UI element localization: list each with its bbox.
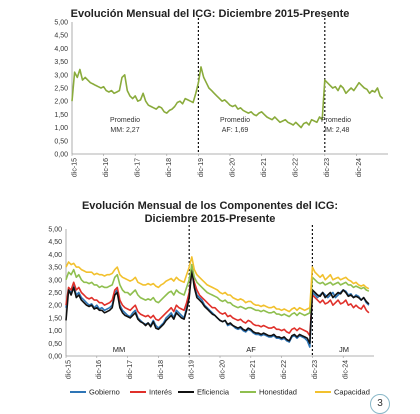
chart1-average-label: Promedio bbox=[220, 117, 250, 124]
chart1-ytick-label: 3,00 bbox=[54, 72, 68, 79]
chart1-average-value: JM: 2,48 bbox=[323, 127, 350, 134]
chart2-ytick-label: 4,50 bbox=[48, 239, 62, 246]
chart1-average-label: Promedio bbox=[321, 117, 351, 124]
chart1-series-icg bbox=[71, 66, 384, 129]
chart2-series-eficiencia bbox=[65, 268, 370, 345]
chart2-ytick-label: 3,00 bbox=[48, 277, 62, 284]
chart2-xtick-label: dic-21 bbox=[250, 360, 257, 379]
chart1-title: Evolución Mensual del ICG: Diciembre 201… bbox=[70, 8, 350, 20]
page-number-badge: 3 bbox=[370, 394, 390, 414]
chart1-ytick-label: 3,50 bbox=[54, 59, 68, 66]
chart1-average-label: Promedio bbox=[110, 117, 140, 124]
chart1-ytick-label: 0,50 bbox=[54, 138, 68, 145]
legend-label-capacidad: Capacidad bbox=[334, 388, 370, 397]
chart2-ytick-label: 4,00 bbox=[48, 252, 62, 259]
chart1-ytick-label: 1,50 bbox=[54, 112, 68, 119]
chart1-xtick-label: dic-18 bbox=[166, 158, 173, 177]
chart2-series-gobierno bbox=[65, 266, 370, 348]
chart2-period-label: AF bbox=[246, 345, 256, 354]
chart2-ytick-label: 1,50 bbox=[48, 315, 62, 322]
chart2-ytick-label: 2,00 bbox=[48, 303, 62, 310]
chart2-ytick-label: 2,50 bbox=[48, 290, 62, 297]
chart2-title-line1: Evolución Mensual de los Componentes del… bbox=[81, 200, 339, 212]
chart2-ytick-label: 1,00 bbox=[48, 328, 62, 335]
legend-label-honestidad: Honestidad bbox=[259, 388, 297, 397]
chart2-period-label: JM bbox=[339, 345, 349, 354]
legend-label-gobierno: Gobierno bbox=[89, 388, 120, 397]
chart1-average-value: AF: 1,69 bbox=[222, 127, 249, 134]
chart2-xtick-label: dic-18 bbox=[158, 360, 165, 379]
chart1-xtick-label: dic-15 bbox=[71, 158, 78, 177]
chart1-ytick-label: 4,00 bbox=[54, 46, 68, 53]
chart2-xtick-label: dic-17 bbox=[127, 360, 134, 379]
chart1-ytick-label: 2,50 bbox=[54, 86, 68, 93]
chart1-xtick-label: dic-19 bbox=[198, 158, 205, 177]
chart2-xtick-label: dic-15 bbox=[65, 360, 72, 379]
chart1-ytick-label: 0,00 bbox=[54, 152, 68, 159]
chart1-xtick-label: dic-23 bbox=[324, 158, 331, 177]
legend-label-eficiencia: Eficiencia bbox=[197, 388, 230, 397]
chart2-series-interés bbox=[65, 271, 370, 337]
chart2-xtick-label: dic-19 bbox=[189, 360, 196, 379]
chart2-xtick-label: dic-23 bbox=[312, 360, 319, 379]
chart2-xtick-label: dic-16 bbox=[96, 360, 103, 379]
chart1-ytick-label: 4,50 bbox=[54, 33, 68, 40]
chart2-series-capacidad bbox=[65, 256, 370, 313]
chart2-xtick-label: dic-22 bbox=[281, 360, 288, 379]
legend-label-interés: Interés bbox=[149, 388, 172, 397]
chart1-ytick-label: 5,00 bbox=[54, 20, 68, 27]
chart1-ytick-label: 2,00 bbox=[54, 99, 68, 106]
chart2-period-label: MM bbox=[113, 345, 126, 354]
chart2-title-line2: Diciembre 2015-Presente bbox=[144, 213, 276, 225]
chart1-xtick-label: dic-20 bbox=[229, 158, 236, 177]
chart2-series-honestidad bbox=[65, 263, 370, 318]
chart1-xtick-label: dic-16 bbox=[103, 158, 110, 177]
chart2-xtick-label: dic-24 bbox=[343, 360, 350, 379]
chart1-ytick-label: 1,00 bbox=[54, 125, 68, 132]
chart2-ytick-label: 3,50 bbox=[48, 265, 62, 272]
chart2-ytick-label: 5,00 bbox=[48, 227, 62, 234]
chart2-ytick-label: 0,50 bbox=[48, 341, 62, 348]
chart1-xtick-label: dic-21 bbox=[261, 158, 268, 177]
chart2-xtick-label: dic-20 bbox=[219, 360, 226, 379]
chart2-ytick-label: 0,00 bbox=[48, 354, 62, 361]
chart1-xtick-label: dic-17 bbox=[135, 158, 142, 177]
chart1-xtick-label: dic-22 bbox=[293, 158, 300, 177]
chart1-xtick-label: dic-24 bbox=[356, 158, 363, 177]
chart1-average-value: MM: 2,27 bbox=[110, 127, 139, 134]
